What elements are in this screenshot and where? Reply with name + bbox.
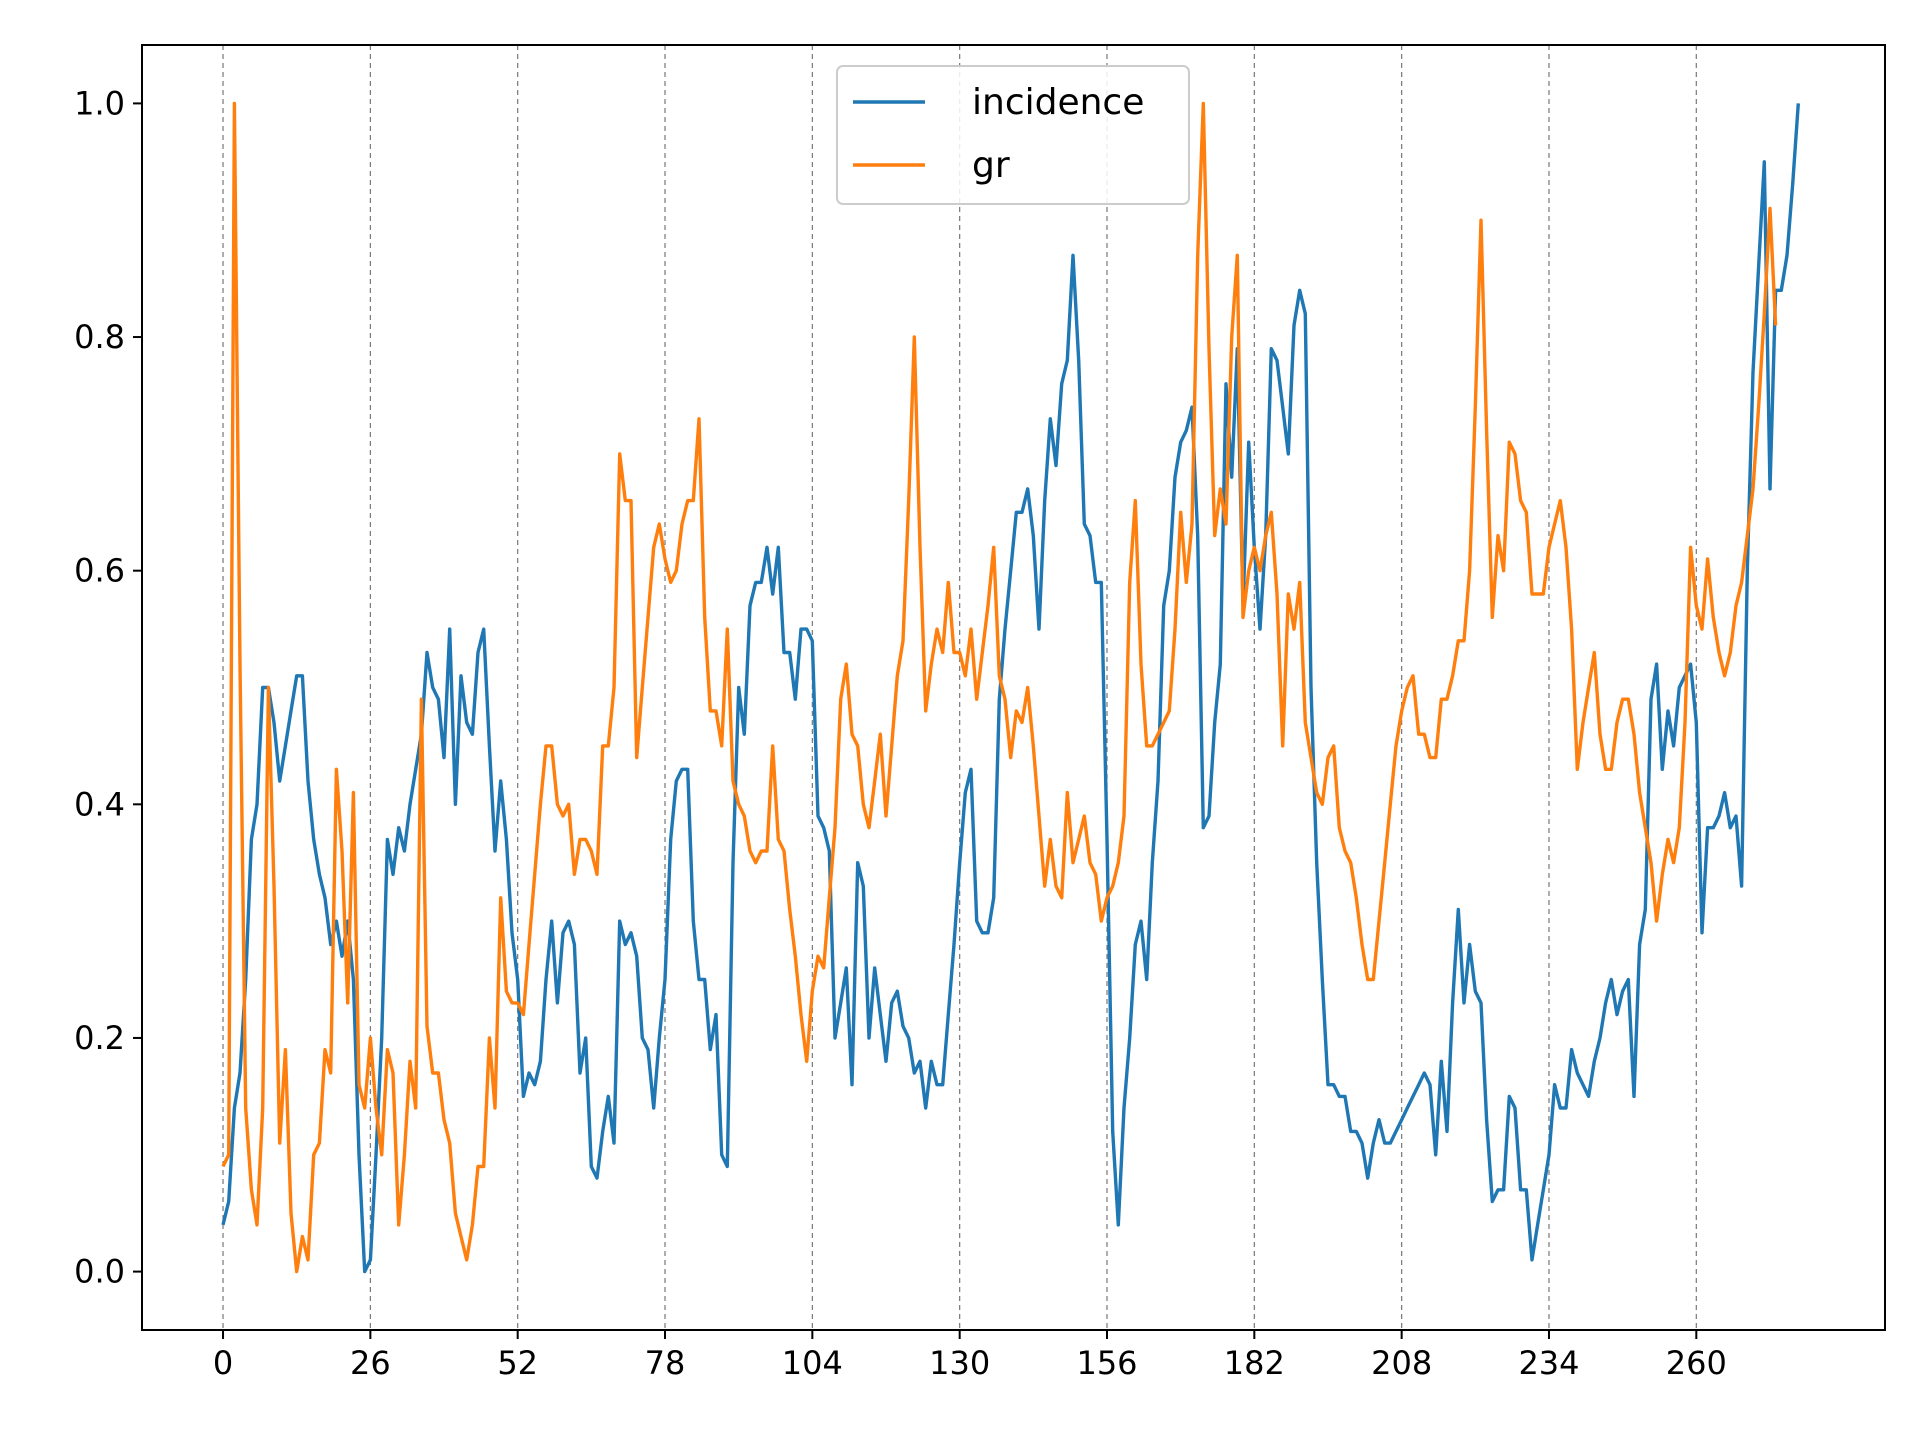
y-tick-label-0.2: 0.2 bbox=[74, 1019, 125, 1057]
x-tick-label-234: 234 bbox=[1518, 1344, 1579, 1382]
series-line-gr bbox=[221, 101, 1778, 1274]
y-tick-label-0.4: 0.4 bbox=[74, 785, 125, 823]
series-line-incidence bbox=[221, 103, 1800, 1274]
x-axis: 0 26 52 78 104 130 156 182 208 234 260 bbox=[213, 1330, 1727, 1382]
legend-label-incidence: incidence bbox=[972, 82, 1144, 123]
x-tick-label-52: 52 bbox=[497, 1344, 538, 1382]
y-tick-label-0.8: 0.8 bbox=[74, 318, 125, 356]
x-tick-label-78: 78 bbox=[645, 1344, 686, 1382]
x-tick-label-0: 0 bbox=[213, 1344, 233, 1382]
x-tick-label-208: 208 bbox=[1371, 1344, 1432, 1382]
legend-label-gr: gr bbox=[972, 145, 1010, 186]
y-tick-label-1.0: 1.0 bbox=[74, 84, 125, 122]
y-tick-label-0.6: 0.6 bbox=[74, 552, 125, 590]
plot-frame bbox=[141, 44, 1886, 1331]
x-tick-label-26: 26 bbox=[350, 1344, 391, 1382]
x-tick-label-156: 156 bbox=[1076, 1344, 1137, 1382]
legend[interactable]: incidence gr bbox=[836, 65, 1190, 205]
x-tick-label-260: 260 bbox=[1666, 1344, 1727, 1382]
y-tick-label-0.0: 0.0 bbox=[74, 1253, 125, 1291]
x-tick-label-130: 130 bbox=[929, 1344, 990, 1382]
series-layer bbox=[221, 101, 1800, 1274]
x-tick-label-104: 104 bbox=[782, 1344, 843, 1382]
y-axis: 0.0 0.2 0.4 0.6 0.8 1.0 bbox=[74, 84, 142, 1291]
x-tick-label-182: 182 bbox=[1224, 1344, 1285, 1382]
